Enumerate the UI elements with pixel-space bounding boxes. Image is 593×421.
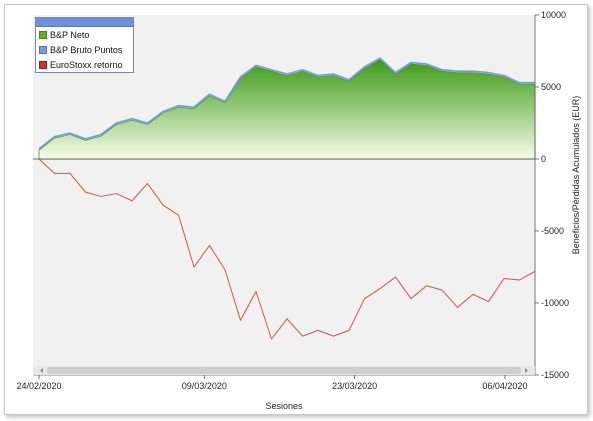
legend-swatch-bruto	[39, 45, 47, 54]
y-tick-label: -10000	[541, 298, 569, 308]
y-tick-label: 10000	[541, 10, 566, 20]
legend-header	[36, 18, 133, 27]
x-axis-title: Sesiones	[265, 401, 303, 411]
legend-swatch-eurostoxx	[39, 60, 47, 69]
x-tick-label: 23/03/2020	[332, 381, 377, 391]
y-tick-label: 0	[541, 154, 546, 164]
chart-svg: 10000 5000 0 -5000 -10000 -15000 24/02/2020 09/…	[16, 10, 581, 411]
y-tick-label: 5000	[541, 82, 561, 92]
chart-frame: 10000 5000 0 -5000 -10000 -15000 24/02/2020 09/…	[4, 4, 588, 415]
y-tick-label: -15000	[541, 370, 569, 380]
lines-layer	[38, 57, 536, 340]
legend-item-neto: B&P Neto	[36, 27, 133, 42]
x-tick-label: 06/04/2020	[482, 381, 527, 391]
legend-label-neto: B&P Neto	[50, 29, 90, 40]
x-tick-label: 09/03/2020	[182, 381, 227, 391]
legend-label-eurostoxx: EuroStoxx retorno	[50, 59, 123, 70]
scroll-right-arrow[interactable]	[525, 368, 528, 373]
x-tick-label: 24/02/2020	[16, 381, 61, 391]
series-line-bruto-puntos	[38, 57, 535, 150]
y-tick-label: -5000	[541, 226, 564, 236]
legend: B&P Neto B&P Bruto Puntos EuroStoxx reto…	[35, 17, 134, 73]
legend-item-bruto: B&P Bruto Puntos	[36, 42, 133, 57]
legend-swatch-neto	[39, 30, 47, 39]
scroll-left-arrow[interactable]	[40, 368, 43, 373]
legend-label-bruto: B&P Bruto Puntos	[50, 44, 123, 55]
scrollbar-thumb[interactable]	[47, 367, 521, 374]
area-layer	[38, 59, 536, 160]
legend-item-eurostoxx: EuroStoxx retorno	[36, 57, 133, 72]
series-line-eurostoxx	[38, 158, 536, 340]
y-axis-title: Beneficios/Pérdidas Acumulados (EUR)	[571, 96, 581, 255]
series-area-neto	[38, 59, 536, 160]
horizontal-scrollbar[interactable]	[33, 366, 535, 375]
